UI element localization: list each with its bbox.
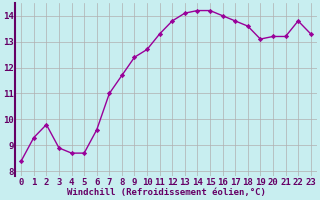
X-axis label: Windchill (Refroidissement éolien,°C): Windchill (Refroidissement éolien,°C): [67, 188, 265, 197]
